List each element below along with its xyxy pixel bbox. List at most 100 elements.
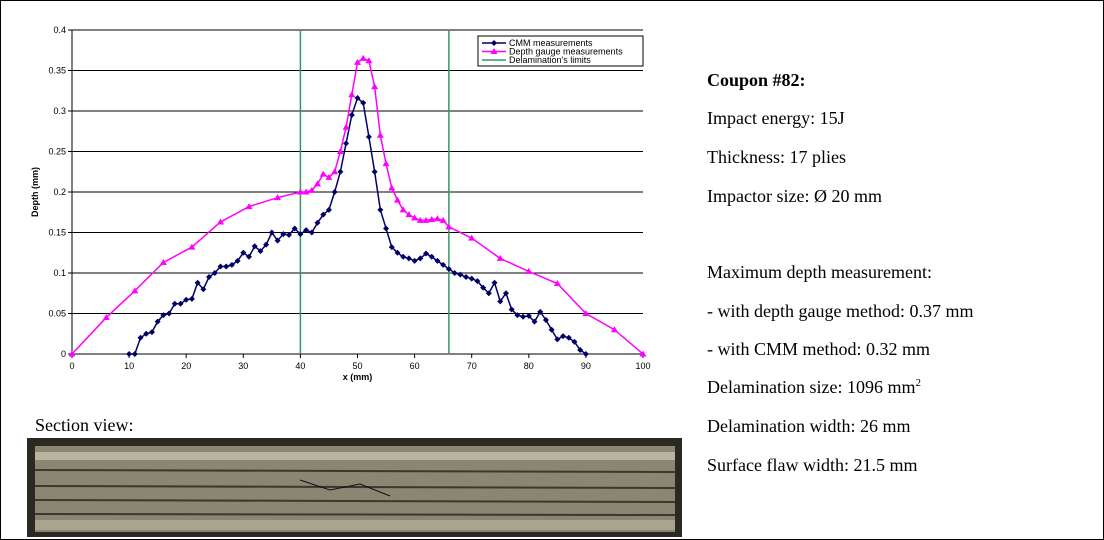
marker xyxy=(137,334,144,341)
x-tick-label: 50 xyxy=(352,361,362,371)
marker xyxy=(303,227,310,234)
marker xyxy=(211,270,218,276)
marker xyxy=(371,83,379,90)
marker xyxy=(331,168,339,175)
chart: 0 0.05 0.1 0.15 0.2 0.25 0.3 0.35 0.4 0 10 20 30 40 50… xyxy=(30,25,651,382)
marker xyxy=(320,211,327,218)
marker xyxy=(491,279,498,286)
marker xyxy=(394,249,401,256)
marker xyxy=(485,290,492,297)
marker xyxy=(268,229,275,236)
marker xyxy=(188,295,195,302)
panel-line: Impact energy: 15J xyxy=(707,108,845,128)
superscript: 2 xyxy=(915,377,921,389)
marker xyxy=(577,346,584,353)
marker xyxy=(388,184,396,191)
marker xyxy=(331,189,338,195)
marker xyxy=(383,225,390,232)
marker xyxy=(405,255,412,262)
marker xyxy=(342,123,350,130)
x-tick-label: 100 xyxy=(635,361,650,371)
marker xyxy=(285,231,292,238)
marker xyxy=(291,225,298,232)
marker xyxy=(422,216,430,223)
panel-line: Thickness: 17 plies xyxy=(707,147,846,167)
y-axis-label: Depth (mm) xyxy=(30,167,40,217)
marker xyxy=(445,265,452,272)
section-label: Section view: xyxy=(35,415,133,435)
panel-line: Surface flaw width: 21.5 mm xyxy=(707,455,917,475)
x-tick-label: 90 xyxy=(581,361,591,371)
marker xyxy=(274,194,282,201)
marker xyxy=(159,258,167,265)
marker xyxy=(131,287,139,294)
marker xyxy=(433,215,441,222)
marker xyxy=(451,270,458,276)
marker xyxy=(405,211,413,218)
marker xyxy=(280,231,287,238)
text-panel: Coupon #82: Impact energy: 15J Thickness: … xyxy=(707,70,973,475)
marker xyxy=(502,290,509,297)
panel-line: Impactor size: Ø 20 mm xyxy=(707,186,882,206)
marker xyxy=(251,243,258,250)
marker xyxy=(325,173,333,180)
marker xyxy=(371,168,378,175)
marker xyxy=(314,219,321,226)
marker xyxy=(148,329,155,336)
marker xyxy=(263,241,270,248)
marker xyxy=(639,350,647,357)
marker xyxy=(296,188,304,195)
marker xyxy=(336,148,344,154)
marker xyxy=(154,318,161,325)
marker xyxy=(246,253,253,260)
marker xyxy=(490,48,498,54)
marker xyxy=(468,275,475,282)
marker xyxy=(234,257,241,264)
marker xyxy=(565,334,572,341)
marker xyxy=(457,271,464,278)
marker xyxy=(365,57,373,64)
marker xyxy=(337,168,344,175)
x-tick-label: 60 xyxy=(410,361,420,371)
x-tick-label: 0 xyxy=(69,361,74,371)
marker xyxy=(348,91,356,98)
marker xyxy=(434,257,441,264)
marker xyxy=(223,263,230,270)
panel-line: - with CMM method: 0.32 mm xyxy=(707,339,930,359)
x-tick-label: 40 xyxy=(295,361,305,371)
marker xyxy=(359,54,367,61)
marker xyxy=(297,231,304,238)
marker xyxy=(553,280,561,287)
marker xyxy=(531,318,538,325)
marker xyxy=(548,326,555,333)
marker xyxy=(360,99,367,106)
marker xyxy=(445,223,453,230)
marker xyxy=(126,351,133,357)
x-tick-label: 70 xyxy=(467,361,477,371)
x-axis-label: x (mm) xyxy=(343,372,373,382)
marker xyxy=(520,313,527,320)
marker xyxy=(183,296,190,303)
marker xyxy=(302,188,310,195)
marker xyxy=(319,170,327,177)
marker xyxy=(428,253,435,260)
marker xyxy=(354,95,361,102)
y-tick-label: 0.1 xyxy=(53,268,66,278)
marker xyxy=(177,300,184,307)
y-tick-label: 0.05 xyxy=(48,309,66,319)
marker xyxy=(200,286,207,293)
marker xyxy=(274,237,281,244)
panel-line: Delamination size: 1096 mm2 xyxy=(707,377,921,397)
marker xyxy=(537,308,544,315)
marker xyxy=(388,244,395,251)
marker xyxy=(560,333,567,340)
marker xyxy=(411,214,419,221)
panel-title: Coupon #82: xyxy=(707,70,806,90)
marker xyxy=(428,216,436,223)
marker xyxy=(400,253,407,260)
marker xyxy=(160,312,167,319)
marker xyxy=(582,310,590,316)
legend-label: CMM measurements xyxy=(509,38,593,48)
marker xyxy=(257,248,264,255)
